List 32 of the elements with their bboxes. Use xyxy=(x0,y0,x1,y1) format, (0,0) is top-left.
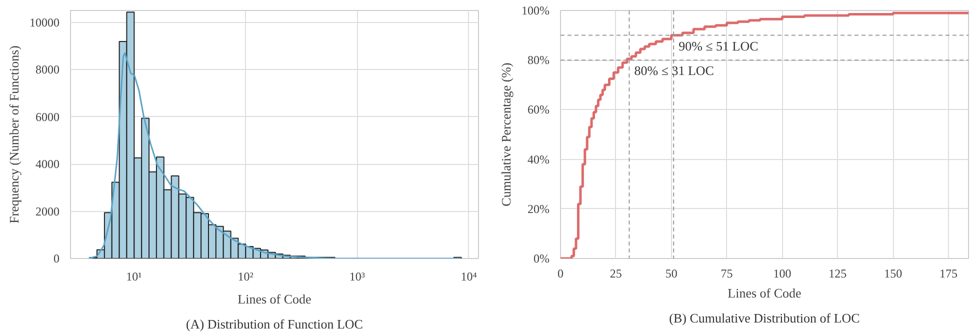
y-axis-title: Frequency (Number of Functions) xyxy=(6,45,22,224)
y-tick-label: 6000 xyxy=(36,110,60,124)
y-tick-label: 0% xyxy=(534,252,550,266)
text: (B) Cumulative Distribution of LOC xyxy=(669,310,860,326)
x-tick-label: 0 xyxy=(558,266,564,280)
y-tick-label: 60% xyxy=(528,102,550,117)
x-tick-label: 150 xyxy=(884,266,902,280)
y-axis-title: Cumulative Percentage (%) xyxy=(498,62,514,206)
y-tick-label: 0 xyxy=(54,252,60,266)
x-tick-label: 75 xyxy=(720,266,733,280)
text: (A) Distribution of Function LOC xyxy=(186,316,363,332)
x-tick-label: 125 xyxy=(828,266,847,280)
x-tick-label: 175 xyxy=(940,266,958,280)
y-tick-label: 10000 xyxy=(30,15,60,30)
x-tick-label: 10³ xyxy=(349,270,366,284)
y-tick-label: 8000 xyxy=(36,62,60,77)
y-tick-label: 40% xyxy=(528,152,550,166)
x-tick-label: 10⁴ xyxy=(460,270,477,284)
x-axis-title: Lines of Code xyxy=(728,286,802,300)
x-tick-label: 25 xyxy=(610,266,622,280)
x-tick-label: 100 xyxy=(773,266,792,280)
x-tick-label: 10¹ xyxy=(126,270,142,284)
x-axis-title: Lines of Code xyxy=(238,292,312,306)
annotation: 90% ≤ 51 LOC xyxy=(678,38,758,54)
y-tick-label: 80% xyxy=(528,53,550,68)
y-tick-label: 20% xyxy=(528,202,550,216)
x-tick-label: 50 xyxy=(665,266,678,280)
annotation: 80% ≤ 31 LOC xyxy=(634,63,714,78)
y-tick-label: 100% xyxy=(522,4,550,18)
x-tick-label: 10² xyxy=(238,270,254,284)
y-tick-label: 4000 xyxy=(36,157,60,172)
y-tick-label: 2000 xyxy=(36,204,60,218)
